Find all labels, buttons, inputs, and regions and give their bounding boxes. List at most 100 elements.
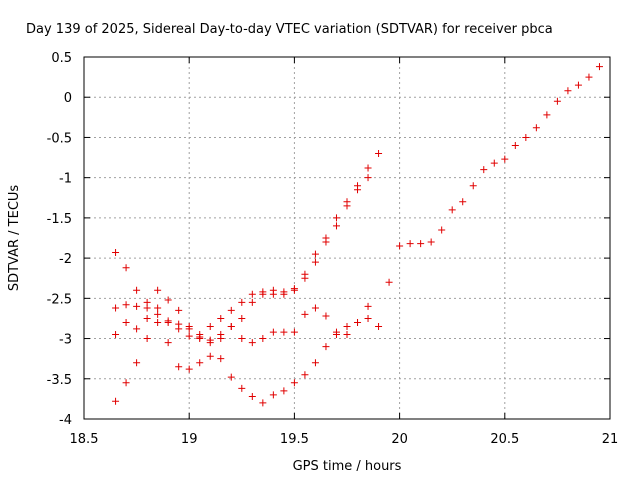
data-point: [385, 278, 393, 286]
data-point: [122, 264, 130, 272]
data-point: [364, 174, 372, 182]
data-point: [206, 322, 214, 330]
data-point: [375, 150, 383, 158]
data-point: [343, 322, 351, 330]
data-point: [427, 238, 435, 246]
data-point: [522, 133, 530, 141]
data-point: [238, 298, 246, 306]
data-point: [122, 379, 130, 387]
data-point: [259, 399, 267, 407]
data-point: [133, 359, 141, 367]
data-point: [269, 391, 277, 399]
x-tick-labels: 18.5 19 19.5 20 20.5 21: [70, 432, 619, 447]
data-point: [396, 242, 404, 250]
data-point: [354, 186, 362, 194]
x-tick-label: 20.5: [490, 432, 519, 447]
data-point: [206, 352, 214, 360]
data-point: [175, 306, 183, 314]
data-point: [143, 335, 151, 343]
data-point: [238, 384, 246, 392]
grid: [84, 57, 610, 419]
data-point: [511, 141, 519, 149]
data-point: [248, 392, 256, 400]
series-2: [112, 63, 603, 405]
y-tick-label: -2.5: [47, 292, 72, 307]
data-point: [175, 320, 183, 328]
data-point: [585, 73, 593, 81]
data-point: [354, 318, 362, 326]
data-point: [480, 166, 488, 174]
y-tick-label: -3.5: [47, 373, 72, 388]
series-3: [112, 302, 372, 347]
x-tick-label: 18.5: [70, 432, 99, 447]
data-point: [343, 202, 351, 210]
data-point: [154, 310, 162, 318]
data-point: [364, 302, 372, 310]
data-point: [227, 322, 235, 330]
y-tick-labels: 0.5 0 -0.5 -1 -1.5 -2 -2.5 -3 -3.5 -4: [47, 51, 72, 428]
data-point: [143, 304, 151, 312]
data-point: [595, 63, 603, 71]
data-point: [217, 314, 225, 322]
data-point: [532, 124, 540, 132]
data-point: [133, 325, 141, 333]
data-point: [164, 296, 172, 304]
data-point: [248, 339, 256, 347]
data-point: [311, 250, 319, 258]
data-point: [164, 339, 172, 347]
data-point: [133, 286, 141, 294]
data-point: [196, 359, 204, 367]
x-tick-label: 21: [602, 432, 619, 447]
y-tick-label: -1: [59, 172, 72, 187]
data-point: [112, 248, 120, 256]
data-point: [238, 314, 246, 322]
series-1: [112, 150, 383, 340]
data-point: [280, 387, 288, 395]
data-point: [490, 159, 498, 167]
data-point: [154, 286, 162, 294]
data-point: [501, 155, 509, 163]
data-point: [269, 290, 277, 298]
data-point: [154, 304, 162, 312]
data-point: [217, 355, 225, 363]
x-tick-label: 19: [181, 432, 198, 447]
data-point: [122, 301, 130, 309]
data-point: [301, 371, 309, 379]
data-point: [259, 335, 267, 343]
ticks: [83, 56, 611, 420]
x-tick-label: 19.5: [280, 432, 309, 447]
data-point: [185, 365, 193, 373]
data-point: [322, 238, 330, 246]
y-tick-label: -3: [59, 333, 72, 348]
x-tick-label: 20: [391, 432, 408, 447]
y-tick-label: 0: [64, 91, 72, 106]
y-tick-label: -1.5: [47, 212, 72, 227]
data-point: [301, 274, 309, 282]
data-point: [332, 214, 340, 222]
data-point: [143, 314, 151, 322]
data-point: [332, 222, 340, 230]
data-points: [112, 63, 603, 407]
data-point: [206, 336, 214, 344]
x-axis-label: GPS time / hours: [293, 459, 402, 474]
y-axis-label: SDTVAR / TECUs: [7, 185, 22, 292]
data-point: [185, 332, 193, 340]
data-point: [311, 359, 319, 367]
data-point: [112, 331, 120, 339]
y-tick-label: -4: [59, 413, 72, 428]
data-point: [311, 258, 319, 266]
y-tick-label: 0.5: [51, 51, 72, 66]
data-point: [375, 322, 383, 330]
data-point: [269, 328, 277, 336]
data-point: [280, 328, 288, 336]
data-point: [185, 325, 193, 333]
data-point: [438, 226, 446, 234]
data-point: [364, 164, 372, 172]
data-point: [112, 397, 120, 405]
data-point: [290, 379, 298, 387]
data-point: [122, 318, 130, 326]
data-point: [469, 182, 477, 190]
data-point: [154, 318, 162, 326]
data-point: [322, 343, 330, 351]
data-point: [311, 304, 319, 312]
